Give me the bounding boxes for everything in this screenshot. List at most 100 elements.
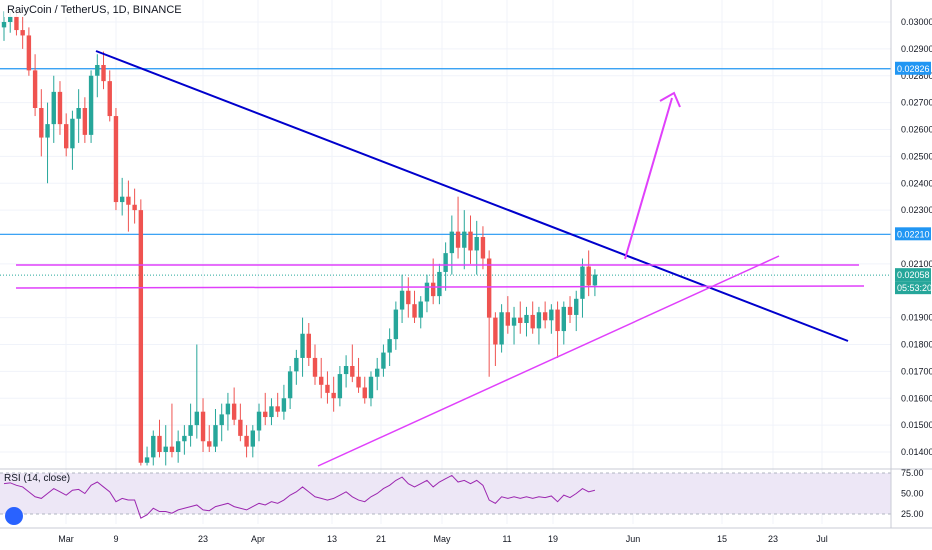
candle-body — [14, 16, 19, 31]
x-tick-label: Mar — [58, 534, 74, 544]
x-tick-label: 23 — [768, 534, 778, 544]
y-tick-label: 0.02600 — [901, 125, 932, 135]
price-label-text: 05:53:20 — [897, 283, 932, 293]
candle-body — [549, 309, 554, 321]
channel-bottom-line — [15, 285, 865, 289]
candle-body — [424, 282, 430, 302]
rsi-band — [0, 473, 891, 514]
candle-body — [76, 108, 81, 119]
x-tick-label: 21 — [376, 534, 386, 544]
candle-body — [449, 231, 455, 254]
candle-body — [325, 384, 330, 393]
candle-body — [437, 271, 442, 297]
candle-body — [480, 237, 486, 259]
candle-body — [244, 435, 249, 447]
candle-body — [194, 411, 200, 426]
candle-body — [281, 398, 287, 412]
tradingview-logo-icon[interactable] — [5, 507, 23, 525]
candle-body — [256, 411, 262, 431]
rsi-tick-label: 75.00 — [901, 468, 924, 478]
candle-body — [119, 196, 125, 203]
candle-body — [144, 457, 150, 463]
candle-body — [430, 282, 436, 297]
candle-body — [213, 425, 218, 447]
candle-body — [101, 65, 106, 82]
candle-body — [592, 274, 598, 286]
x-tick-label: 15 — [717, 534, 727, 544]
x-tick-label: 9 — [113, 534, 118, 544]
candle-body — [530, 314, 535, 329]
candle-body — [1, 22, 7, 28]
x-tick-label: Jul — [816, 534, 828, 544]
candle-body — [269, 406, 274, 418]
x-tick-label: 13 — [327, 534, 337, 544]
candle-body — [70, 118, 75, 149]
y-tick-label: 0.01900 — [901, 313, 932, 323]
candle-body — [331, 392, 336, 399]
ascending-support-line — [317, 255, 780, 467]
x-tick-label: 19 — [548, 534, 558, 544]
candle-body — [387, 339, 392, 353]
candle-body — [406, 290, 411, 305]
rsi-tick-label: 50.00 — [901, 489, 924, 499]
candle-body — [511, 317, 517, 326]
candle-body — [486, 258, 492, 318]
candle-body — [319, 376, 324, 385]
horizontal-levels — [0, 68, 891, 276]
rsi-line — [3, 474, 596, 519]
candle-body — [455, 231, 461, 248]
candle-body — [362, 387, 367, 399]
candle-body — [32, 70, 38, 108]
candle-body — [393, 309, 399, 340]
price-label-box — [895, 268, 931, 282]
y-tick-label: 0.02700 — [901, 98, 932, 108]
candle-body — [524, 314, 529, 323]
price-label: 05:53:20 — [895, 281, 932, 295]
candle-body — [169, 446, 175, 452]
y-tick-label: 0.02100 — [901, 259, 932, 269]
candle-body — [468, 231, 473, 251]
rsi-tick-label: 25.00 — [901, 509, 924, 519]
price-label-box — [895, 227, 931, 241]
candle-body — [418, 301, 423, 318]
x-tick-label: Jun — [626, 534, 641, 544]
candle-body — [343, 366, 349, 375]
candle-body — [493, 317, 498, 345]
descending-trendline — [95, 50, 849, 342]
candle-body — [586, 266, 591, 286]
x-tick-label: Apr — [251, 534, 265, 544]
candle-body — [474, 237, 479, 251]
candle-body — [207, 441, 212, 447]
candle-body — [287, 371, 293, 399]
candles — [1, 11, 598, 466]
price-label: 0.02058 — [895, 268, 931, 282]
candle-body — [312, 357, 318, 377]
candle-body — [113, 116, 119, 203]
candle-body — [294, 357, 299, 372]
candle-body — [542, 312, 548, 321]
y-tick-label: 0.01700 — [901, 366, 932, 376]
y-tick-label: 0.02400 — [901, 178, 932, 188]
y-tick-label: 0.02300 — [901, 205, 932, 215]
candle-body — [107, 81, 112, 117]
price-label: 0.02210 — [895, 227, 931, 241]
candle-body — [231, 403, 237, 420]
candle-body — [567, 306, 573, 315]
candle-body — [499, 312, 504, 345]
candle-body — [175, 441, 181, 452]
x-tick-label: 11 — [502, 534, 511, 544]
candle-body — [462, 231, 467, 248]
candle-body — [132, 204, 137, 211]
candle-body — [306, 333, 311, 358]
candle-body — [8, 16, 13, 22]
candle-body — [518, 317, 523, 323]
candle-body — [45, 124, 50, 138]
y-tick-label: 0.03000 — [901, 17, 932, 27]
y-tick-label: 0.01500 — [901, 420, 932, 430]
price-label-box — [895, 281, 931, 295]
candle-body — [561, 306, 566, 332]
candle-body — [200, 411, 206, 442]
